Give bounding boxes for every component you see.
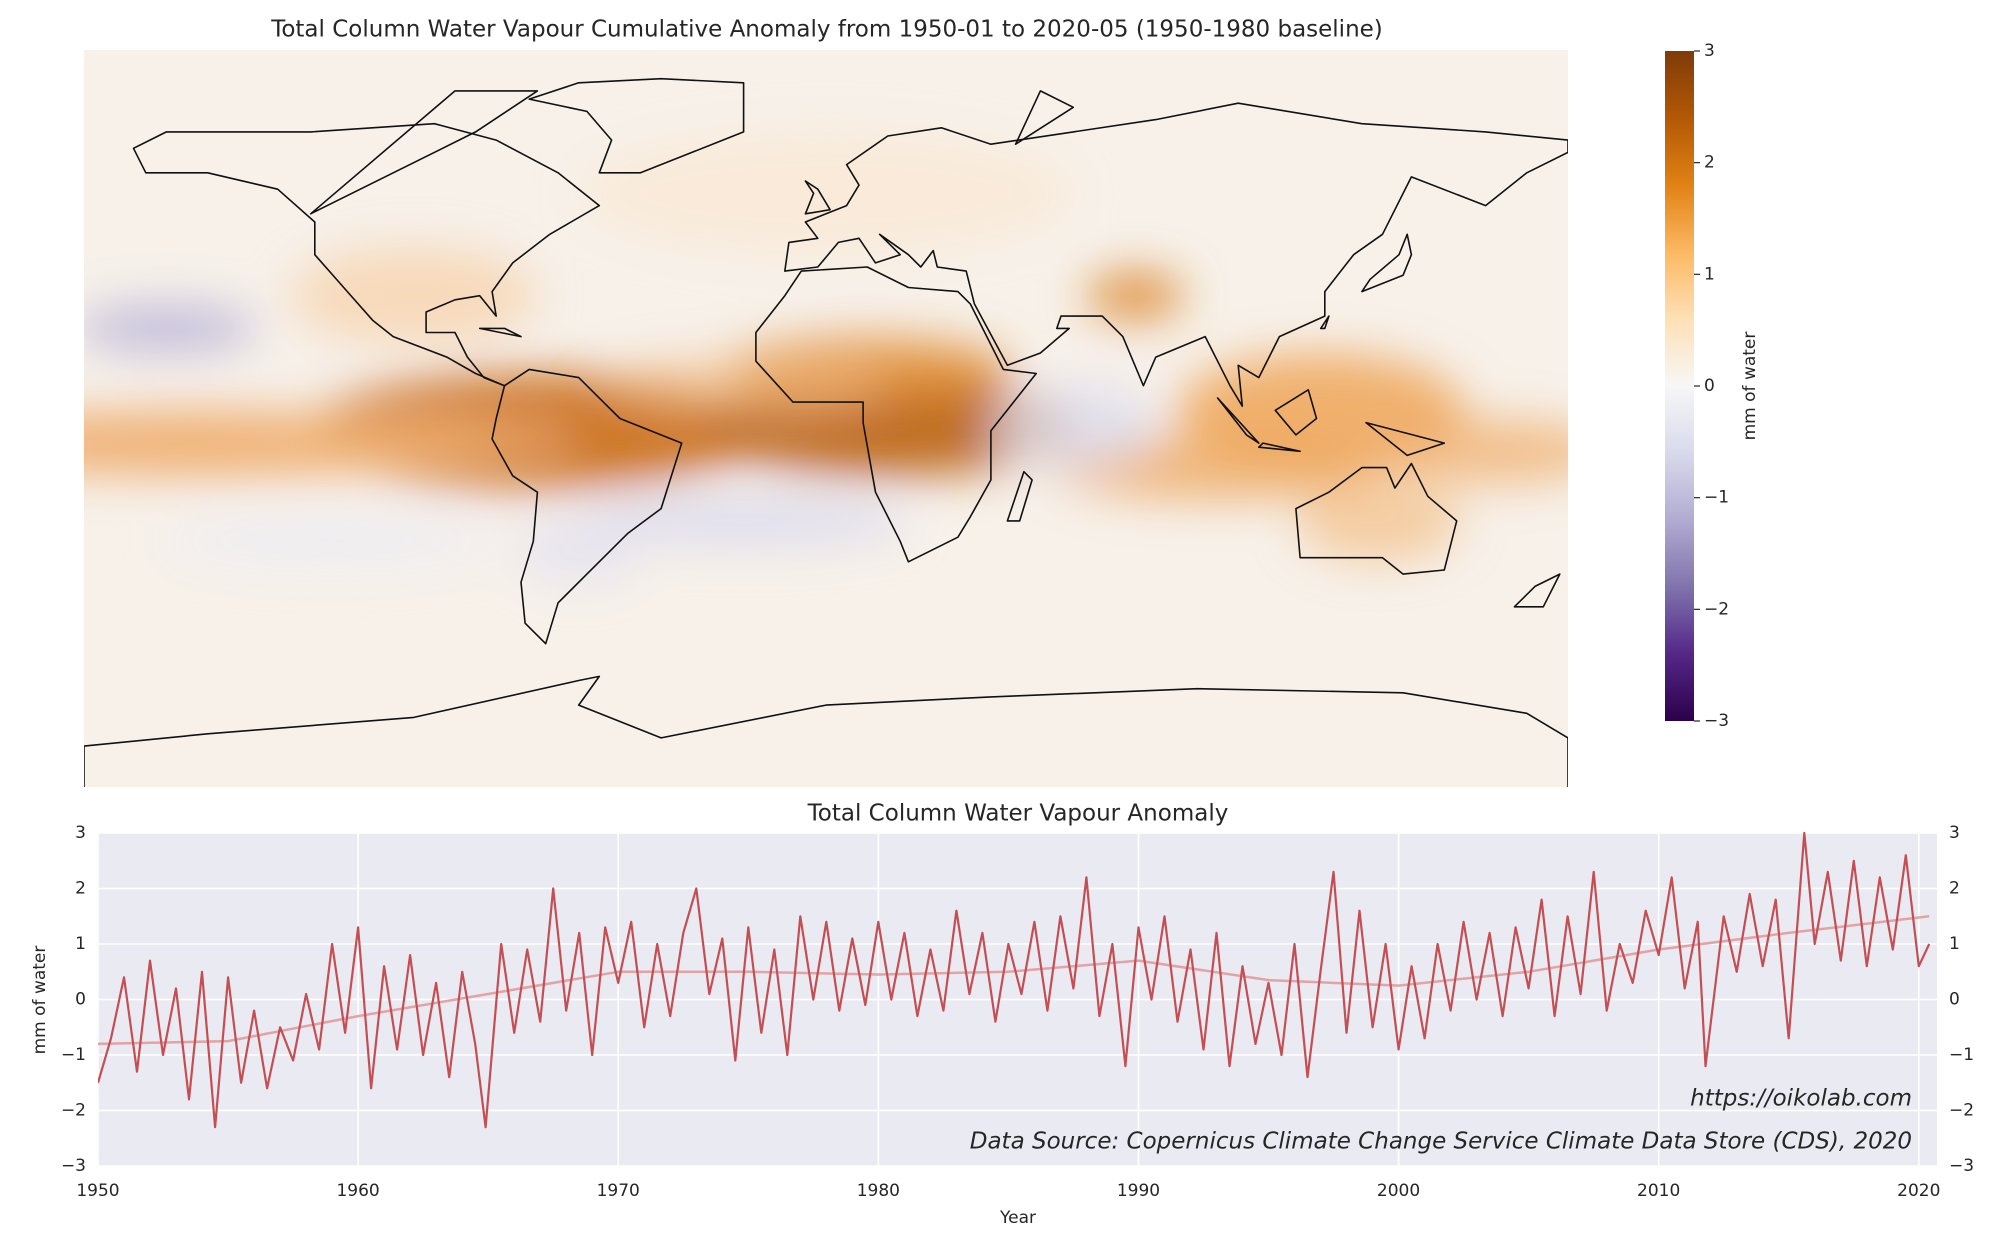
anomaly-blob <box>1361 418 1568 485</box>
anomaly-line <box>98 831 1931 1129</box>
coastline <box>784 102 1568 407</box>
coastline <box>84 675 1568 787</box>
y2-tick-label: 1 <box>1949 934 1960 954</box>
x-tick-label: 2010 <box>1637 1181 1680 1201</box>
coastlines <box>84 77 1568 787</box>
y2-tick-label: 2 <box>1949 879 1960 899</box>
coastline <box>491 368 683 645</box>
anomaly-blob <box>516 516 641 583</box>
x-tick-label: 1990 <box>1117 1181 1160 1201</box>
anomaly-blob <box>1295 479 1461 562</box>
anomaly-blob <box>1085 271 1185 321</box>
coastline <box>755 266 1037 563</box>
colorbar-label: mm of water <box>1740 332 1760 441</box>
anomaly-blob <box>599 357 888 415</box>
x-tick-label: 1980 <box>857 1181 900 1201</box>
x-tick-label: 2000 <box>1377 1181 1420 1201</box>
anomaly-blob <box>166 516 497 566</box>
y2-tick-label: −3 <box>1949 1156 1974 1176</box>
y2-tick-label: 3 <box>1949 823 1960 843</box>
x-tick-label: 1960 <box>336 1181 379 1201</box>
coastline <box>309 90 539 215</box>
colorbar-tick-label: −2 <box>1704 599 1729 619</box>
y-tick-label: −3 <box>61 1156 86 1176</box>
coastline <box>478 327 522 338</box>
coastline <box>1216 397 1260 444</box>
x-tick-label: 2020 <box>1897 1181 1940 1201</box>
y-tick-label: −1 <box>61 1045 86 1065</box>
y-tick-label: 2 <box>75 879 86 899</box>
anomaly-blob <box>578 131 1074 255</box>
y-tick-label: 1 <box>75 934 86 954</box>
y2-tick-label: 0 <box>1949 990 1960 1010</box>
colorbar-tick-label: 0 <box>1704 376 1715 396</box>
y-tick-label: 3 <box>75 823 86 843</box>
annotation: https://oikolab.com <box>1690 1086 1912 1112</box>
trend-line <box>98 915 1930 1046</box>
map-title: Total Column Water Vapour Cumulative Ano… <box>270 17 1383 43</box>
line-title: Total Column Water Vapour Anomaly <box>807 801 1229 827</box>
y-axis-label: mm of water <box>30 946 50 1055</box>
coastline <box>1014 90 1075 145</box>
y2-tick-label: −1 <box>1949 1045 1974 1065</box>
coastline <box>1513 573 1561 608</box>
coastline <box>1361 233 1413 293</box>
x-tick-label: 1950 <box>76 1181 119 1201</box>
annotation: Data Source: Copernicus Climate Change S… <box>970 1129 1912 1155</box>
anomaly-blob <box>248 414 579 464</box>
colorbar-tick-label: −3 <box>1704 711 1729 731</box>
coastline <box>1365 421 1446 457</box>
coastline <box>1274 389 1318 436</box>
anomaly-blob <box>990 385 1156 468</box>
x-tick-label: 1970 <box>597 1181 640 1201</box>
y-tick-label: −2 <box>61 1101 86 1121</box>
colorbar <box>1665 51 1694 721</box>
colorbar-tick-label: −1 <box>1704 488 1729 508</box>
coastline <box>804 180 831 215</box>
coastline <box>528 77 745 174</box>
x-axis-label: Year <box>999 1208 1036 1228</box>
coastline <box>132 122 601 387</box>
colorbar-tick-label: 1 <box>1704 264 1715 284</box>
colorbar-tick-label: 3 <box>1704 41 1715 61</box>
y2-tick-label: −2 <box>1949 1101 1974 1121</box>
coastline <box>1319 315 1330 330</box>
coastline <box>1258 442 1301 453</box>
coastline <box>1006 470 1033 522</box>
coastline <box>1295 462 1458 575</box>
colorbar-tick-label: 2 <box>1704 153 1715 173</box>
anomaly-blob <box>290 246 538 345</box>
y-tick-label: 0 <box>75 990 86 1010</box>
anomaly-blob <box>84 303 258 353</box>
